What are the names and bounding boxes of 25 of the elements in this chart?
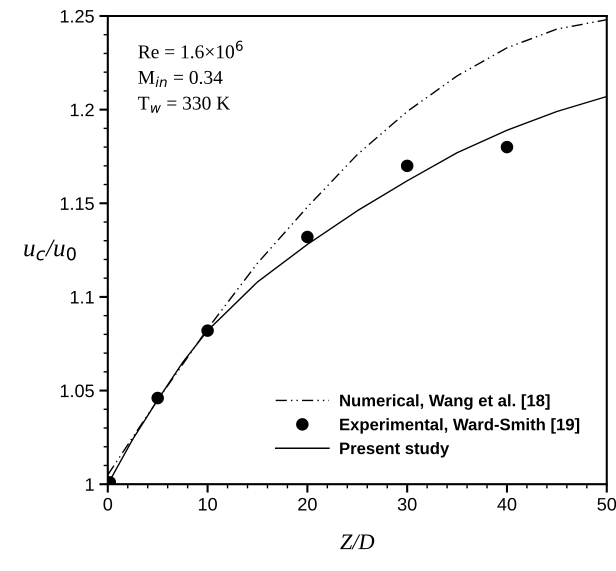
x-tick-label: 30	[398, 498, 417, 511]
x-tick-label: 0	[103, 498, 112, 511]
x-tick-label: 20	[298, 498, 317, 511]
legend-label: Numerical, Wang et al. [18]	[340, 394, 550, 410]
annotation: M$_{in}$ = 0.34	[138, 70, 223, 87]
y-tick-label: 1	[86, 478, 94, 491]
annotation: Re = 1.6×10$^{6}$	[138, 40, 243, 58]
point	[151, 392, 164, 404]
x-tick-label: 50	[597, 498, 616, 511]
point	[500, 140, 514, 154]
x-axis-title: Z/D	[340, 534, 374, 550]
point	[201, 324, 214, 337]
y-tick-label: 1.2	[70, 104, 94, 116]
x-tick-label: 40	[497, 498, 516, 511]
annotation: T$_{w}$ = 330 K	[138, 96, 230, 113]
point	[400, 160, 414, 172]
y-tick-label: 1.15	[60, 197, 94, 210]
x-tick-label: 10	[198, 498, 217, 511]
point	[301, 230, 314, 244]
legend-label: Experimental, Ward-Smith [19]	[340, 418, 580, 434]
y-axis-title: u$_{c}$/u$_{0}$	[24, 240, 76, 260]
legend-label: Present study	[340, 442, 450, 458]
y-tick-label: 1.25	[60, 10, 94, 23]
y-tick-label: 1.1	[70, 291, 94, 304]
y-tick-label: 1.05	[60, 384, 94, 398]
